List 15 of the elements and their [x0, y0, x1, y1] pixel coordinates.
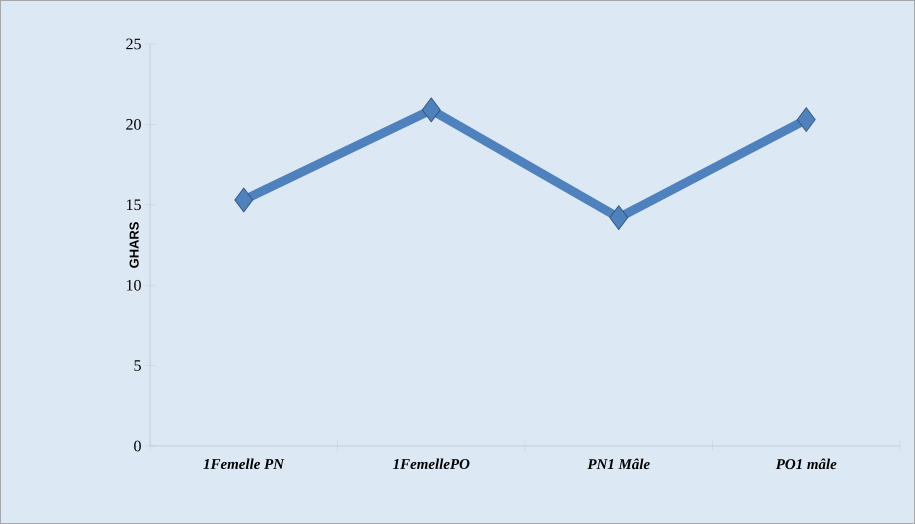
y-tick-label: 25: [126, 38, 141, 50]
y-tick-label: 5: [134, 360, 141, 371]
x-tick-label: 1FemellePO: [393, 458, 470, 470]
point: [609, 205, 628, 230]
y-tick-label: 20: [126, 119, 141, 130]
x-tick-label: 1Femelle PN: [203, 458, 284, 470]
y-tick-label: 0: [134, 440, 141, 452]
y-tick-label: 15: [126, 199, 141, 210]
y-tick-label: 10: [126, 280, 141, 291]
point: [234, 188, 254, 212]
x-tick-label: PO1 mâle: [776, 458, 836, 470]
point: [796, 107, 816, 132]
point: [422, 98, 441, 122]
y-axis-title: GHARS: [130, 222, 139, 268]
x-tick-label: PN1 Mâle: [587, 458, 650, 470]
